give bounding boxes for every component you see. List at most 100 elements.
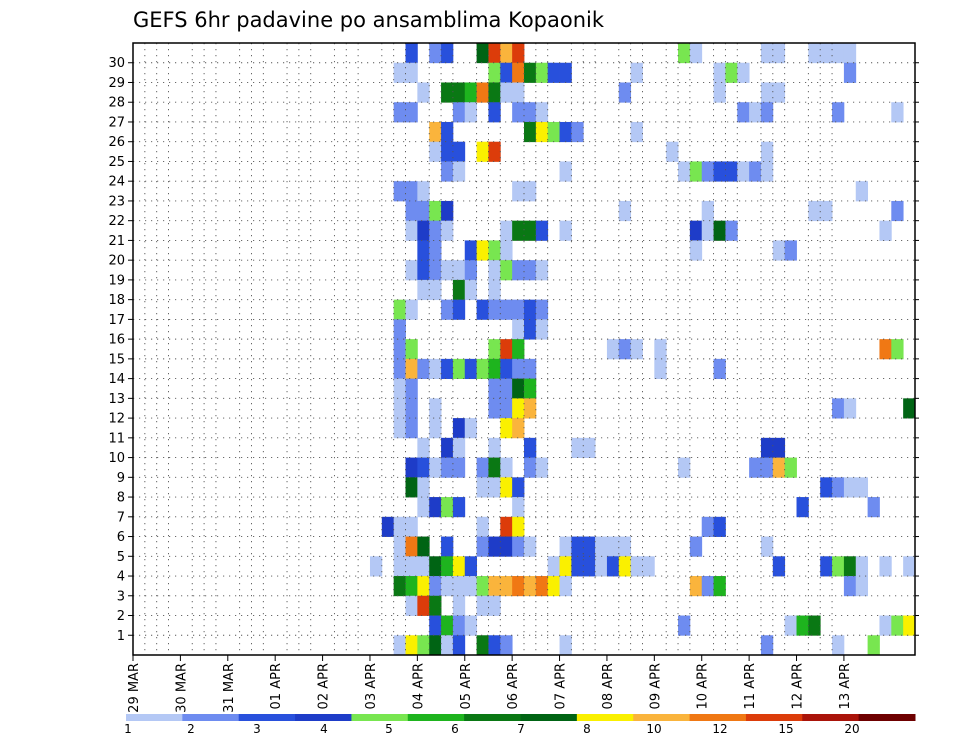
heatmap-cell — [429, 200, 442, 222]
heatmap-cell — [524, 260, 537, 281]
heatmap-cell — [843, 576, 857, 597]
heatmap-cell — [524, 378, 537, 399]
heatmap-cell — [749, 161, 762, 182]
colorbar-label: 6 — [451, 722, 459, 736]
y-tick-label: 14 — [108, 372, 125, 387]
heatmap-cell — [500, 260, 513, 281]
heatmap-cell — [441, 299, 454, 320]
heatmap-cell — [417, 358, 430, 380]
heatmap-cell — [405, 260, 418, 281]
x-tick-label: 05 APR — [459, 663, 474, 709]
heatmap-cell — [464, 576, 478, 597]
heatmap-cell — [488, 43, 501, 64]
heatmap-cell — [488, 536, 501, 557]
heatmap-cell — [760, 161, 774, 182]
heatmap-cell — [405, 556, 418, 577]
heatmap-cell — [832, 556, 845, 577]
y-tick-label: 29 — [108, 76, 125, 91]
y-tick-label: 20 — [108, 254, 125, 269]
colorbar-segment — [576, 714, 634, 721]
heatmap-cell — [796, 615, 809, 636]
heatmap-cell — [500, 378, 513, 399]
heatmap-cell — [689, 161, 703, 182]
heatmap-cell — [393, 102, 406, 123]
heatmap-cell — [393, 516, 406, 537]
x-tick-label: 03 APR — [364, 663, 379, 709]
heatmap-cell — [820, 556, 833, 577]
heatmap-cell — [512, 497, 525, 518]
heatmap-cell — [488, 339, 501, 360]
heatmap-cell — [405, 576, 418, 597]
heatmap-cell — [879, 615, 892, 636]
y-tick-label: 16 — [108, 333, 125, 348]
heatmap-cell — [417, 181, 430, 202]
heatmap-cell — [583, 556, 596, 577]
y-tick-label: 5 — [117, 550, 125, 565]
colorbar-segment — [407, 714, 465, 721]
x-tick-label: 30 MAR — [174, 663, 189, 713]
heatmap-cell — [488, 279, 501, 301]
heatmap-cell — [500, 220, 513, 241]
heatmap-cell — [441, 437, 454, 458]
heatmap-cell — [452, 102, 466, 123]
y-tick-label: 2 — [117, 609, 125, 624]
heatmap-cell — [535, 102, 549, 123]
heatmap-cell — [760, 82, 774, 103]
colorbar-segment — [745, 714, 803, 721]
heatmap-cell — [488, 260, 501, 281]
heatmap-cell — [417, 279, 430, 301]
y-tick-label: 11 — [108, 431, 125, 446]
colorbar-label: 8 — [583, 722, 591, 736]
colorbar-label: 15 — [778, 722, 793, 736]
heatmap-cell — [891, 102, 904, 123]
heatmap-cell — [630, 121, 643, 143]
heatmap-cell — [713, 62, 726, 83]
heatmap-cell — [393, 556, 406, 577]
heatmap-cell — [452, 615, 466, 636]
heatmap-cell — [879, 556, 892, 577]
heatmap-cell — [476, 299, 489, 320]
heatmap-cell — [441, 161, 454, 182]
y-tick-label: 4 — [117, 570, 125, 585]
heatmap-cell — [559, 536, 572, 557]
heatmap-cell — [808, 43, 821, 64]
heatmap-cell — [476, 635, 489, 656]
y-tick-label: 1 — [117, 629, 125, 644]
heatmap-cell — [441, 82, 454, 103]
colorbar-segment — [520, 714, 578, 721]
heatmap-cell — [441, 457, 454, 478]
heatmap-cell — [832, 477, 845, 498]
heatmap-cell — [417, 82, 430, 103]
y-tick-label: 28 — [108, 96, 125, 111]
heatmap-cell — [488, 82, 501, 103]
colorbar-segment — [238, 714, 296, 721]
heatmap-cell — [524, 181, 537, 202]
heatmap-cell — [464, 240, 478, 261]
heatmap-cell — [547, 556, 560, 577]
heatmap-cell — [512, 398, 525, 419]
heatmap-cell — [512, 102, 525, 123]
colorbar-label: 1 — [124, 722, 132, 736]
heatmap-cell — [417, 457, 430, 478]
heatmap-cell — [524, 358, 537, 380]
heatmap-cell — [689, 576, 703, 597]
heatmap-cell — [571, 536, 584, 557]
heatmap-cell — [405, 595, 418, 616]
heatmap-cell — [381, 516, 395, 537]
heatmap-cell — [891, 200, 904, 222]
heatmap-cell — [772, 43, 786, 64]
heatmap-cell — [535, 260, 549, 281]
heatmap-cell — [796, 497, 809, 518]
x-tick-label: 01 APR — [269, 663, 284, 709]
heatmap-cell — [405, 339, 418, 360]
heatmap-cell — [642, 556, 655, 577]
heatmap-cell — [441, 43, 454, 64]
x-tick-label: 29 MAR — [127, 663, 142, 713]
heatmap-cell — [524, 398, 537, 419]
heatmap-cell — [725, 161, 738, 182]
heatmap-cell — [524, 437, 537, 458]
heatmap-cell — [464, 556, 478, 577]
heatmap-cell — [500, 299, 513, 320]
heatmap-cell — [429, 260, 442, 281]
heatmap-cell — [618, 556, 632, 577]
